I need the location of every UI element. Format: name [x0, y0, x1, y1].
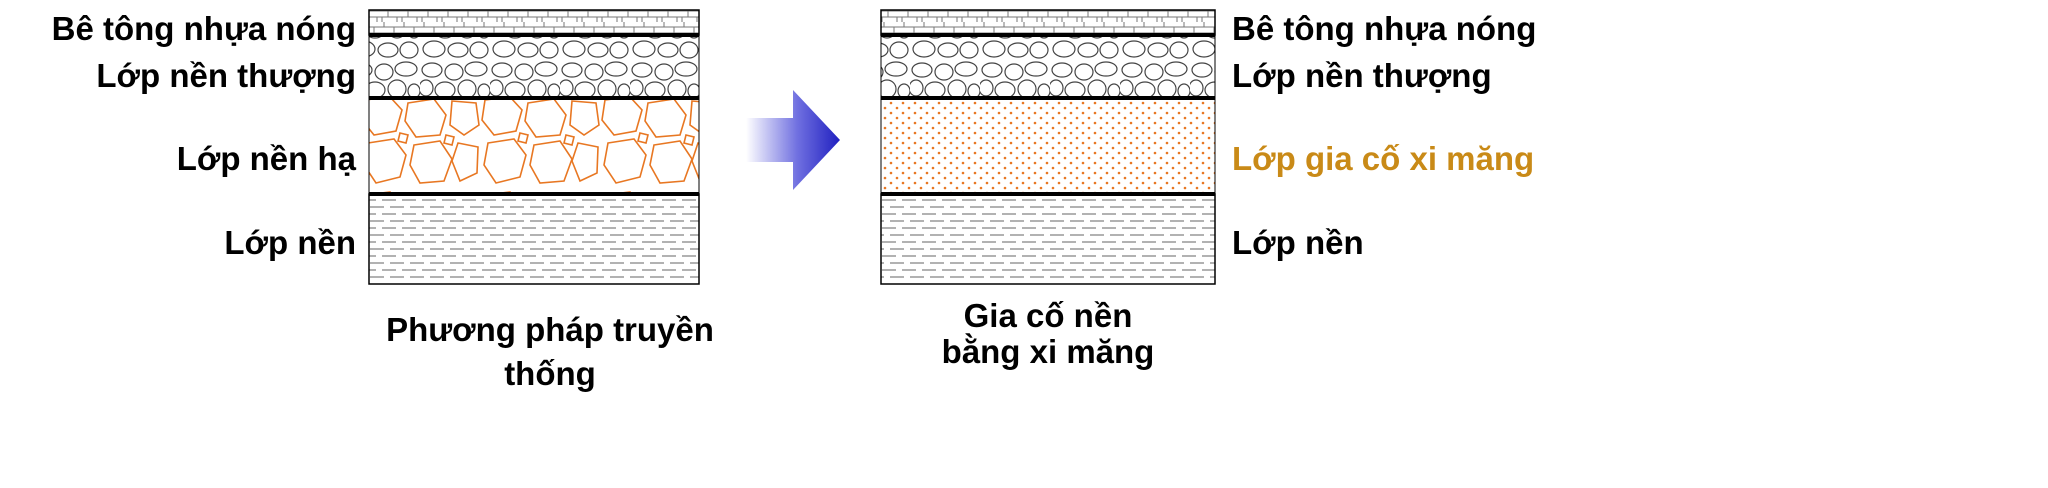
- right-asphalt-layer: [880, 9, 1216, 36]
- right-caption-line1: Gia cố nền: [963, 297, 1133, 334]
- right-caption-line2: bằng xi măng: [941, 333, 1155, 370]
- left-layer-stack: [368, 9, 700, 285]
- left-label-asphalt: Bê tông nhựa nóng: [51, 10, 356, 47]
- left-label-upper-base: Lớp nền thượng: [96, 57, 356, 94]
- right-label-asphalt: Bê tông nhựa nóng: [1232, 10, 1537, 47]
- right-label-cement: Lớp gia cố xi măng: [1232, 140, 1535, 177]
- left-asphalt-layer: [368, 9, 700, 36]
- left-label-lower-base: Lớp nền hạ: [176, 140, 356, 177]
- left-lower-base-layer: [368, 97, 700, 195]
- right-label-subgrade: Lớp nền: [1232, 224, 1364, 261]
- right-layer-stack: [880, 9, 1216, 285]
- right-arrow-icon: [746, 90, 840, 190]
- right-upper-base-layer: [880, 34, 1216, 99]
- left-upper-base-layer: [368, 34, 700, 99]
- right-subgrade-layer: [880, 193, 1216, 285]
- left-label-subgrade: Lớp nền: [224, 224, 356, 261]
- right-cement-layer: [880, 97, 1216, 195]
- right-label-upper-base: Lớp nền thượng: [1232, 57, 1492, 94]
- left-caption: Phương pháp truyền thống: [386, 311, 714, 392]
- left-subgrade-layer: [368, 193, 700, 285]
